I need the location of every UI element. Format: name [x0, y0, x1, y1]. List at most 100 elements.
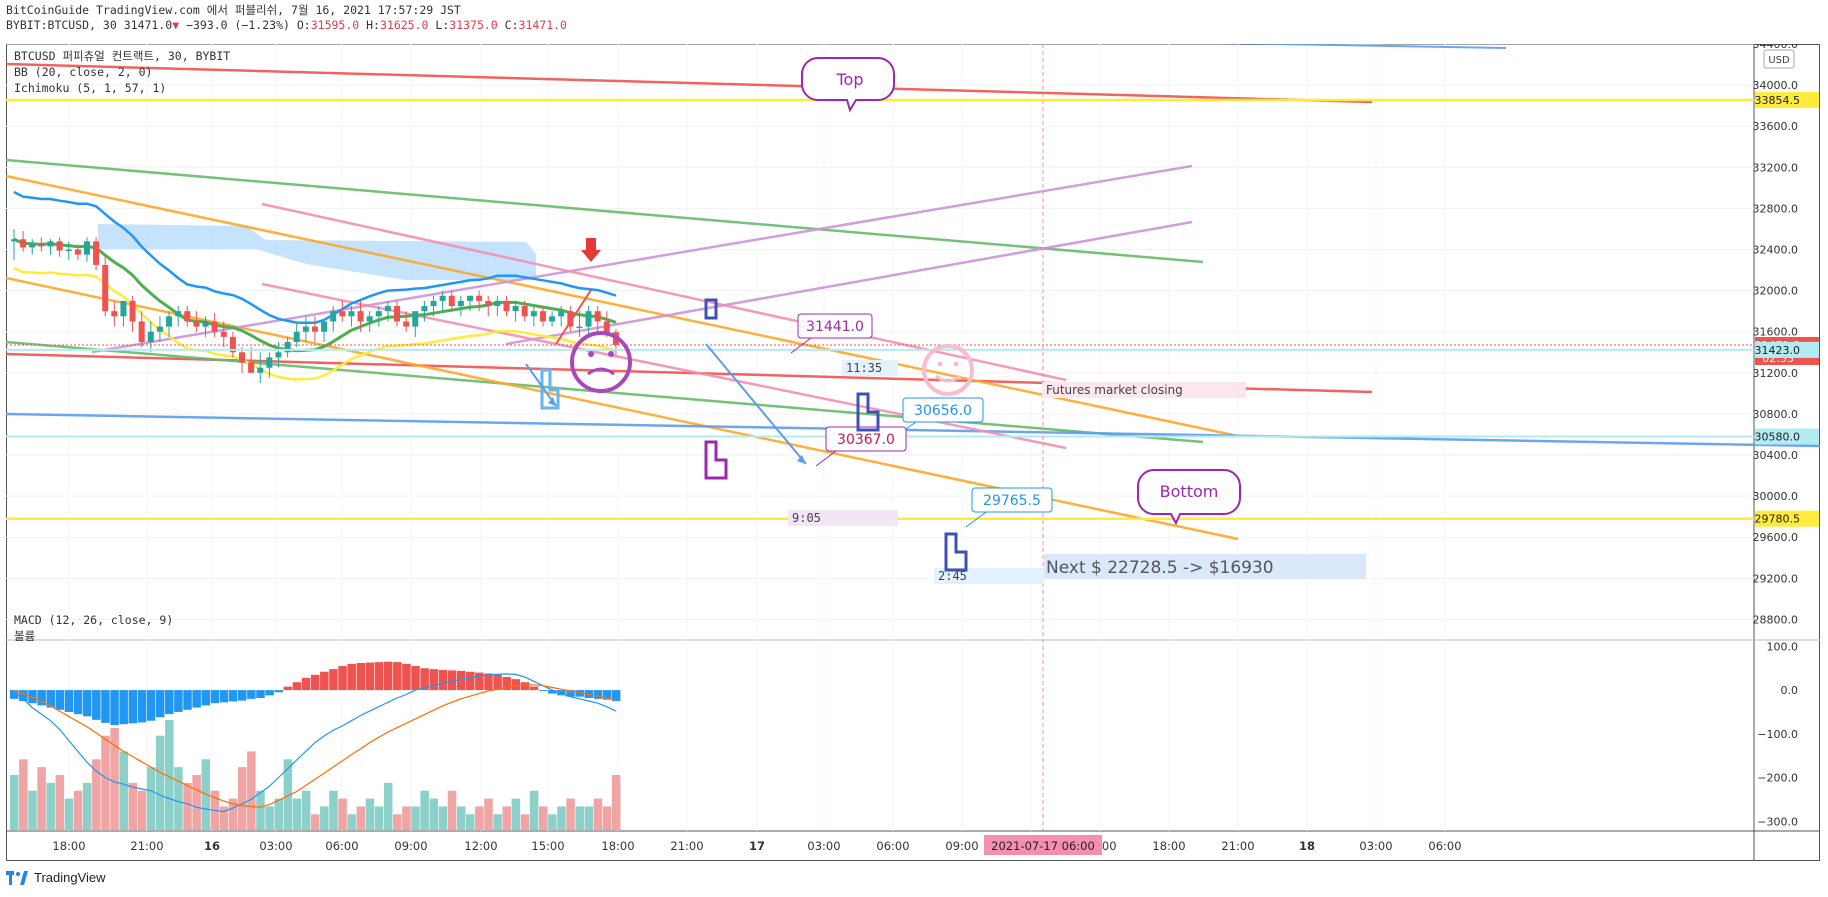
candle-body [558, 311, 565, 317]
time-tick-label: 17 [749, 839, 765, 853]
bottom-callout-bubble[interactable] [1137, 469, 1241, 526]
candle-body [93, 241, 100, 265]
smiley-purple-icon [570, 331, 632, 393]
candle-body [102, 264, 109, 312]
macd-hist-bar [10, 690, 19, 699]
macd-hist-bar [575, 690, 584, 697]
volume-bar [493, 814, 502, 830]
volume-bar [265, 806, 274, 830]
volume-bar [548, 814, 557, 830]
close-value: 31471.0 [518, 18, 567, 32]
time-tick-label: 15:00 [531, 839, 564, 853]
macd-hist-bar [183, 690, 192, 710]
candle-body [193, 321, 200, 327]
candle-body [38, 244, 45, 247]
footer-brand[interactable]: TradingView [6, 870, 106, 885]
hand-pointer-icon [540, 298, 968, 572]
candle-body [467, 295, 473, 301]
candle-body [11, 239, 17, 242]
trendline [6, 412, 1820, 448]
macd-line [13, 673, 617, 813]
legend-volume: 볼륨 [14, 629, 35, 643]
volume-bar [374, 806, 384, 830]
candle-body [521, 306, 528, 317]
time-axis[interactable]: 18:00 21:00 16 03:00 06:00 09:00 12:00 15:00 18:… [52, 839, 1461, 853]
currency-badge[interactable] [1763, 49, 1795, 69]
macd-hist-bar [73, 690, 83, 715]
price-tick-label: 34000.0 [1753, 79, 1799, 92]
volume-bar [174, 767, 183, 830]
candle-body [239, 352, 245, 363]
volume-bar [301, 790, 311, 830]
candle-body [321, 321, 328, 332]
candle-body [549, 316, 556, 322]
price-tick-label: 31600.0 [1753, 326, 1799, 339]
macd-tick-label: −100.0 [1757, 728, 1798, 741]
volume-bar [602, 806, 612, 830]
candle-body [302, 326, 309, 332]
macd-hist-bar [128, 690, 138, 724]
open-value: 31595.0 [310, 18, 360, 32]
time-tick-label: 06:00 [1428, 839, 1461, 853]
callout-29765-pointer [965, 511, 987, 528]
candle-body [284, 342, 291, 353]
time-tick-label: 06:00 [325, 839, 358, 853]
macd-hist-bar [37, 690, 46, 706]
callout-29765: 29765.5 [983, 493, 1041, 509]
candle-body [384, 306, 391, 312]
candlesticks [11, 228, 619, 384]
macd-hist-bar [219, 690, 229, 703]
price-axis[interactable]: 28800.0 29200.0 29600.0 30000.0 30400.0 30800… [1753, 44, 1799, 626]
time-tick-label: 09:00 [945, 839, 978, 853]
volume-bar [557, 806, 566, 830]
macd-hist-bar [393, 662, 402, 691]
candle-body [567, 311, 574, 327]
volume-bar [329, 790, 338, 830]
candle-body [129, 300, 136, 322]
macd-hist-bar [247, 690, 256, 699]
macd-hist-bar [402, 663, 411, 691]
macd-hist-bar [511, 679, 521, 691]
price-tick-label: 30400.0 [1753, 449, 1799, 462]
volume-bar [520, 814, 530, 830]
time-tick-label: 21:00 [670, 839, 703, 853]
volume-bar [256, 790, 265, 830]
price-tick-label: 31200.0 [1753, 367, 1799, 380]
low-value: 31375.0 [449, 18, 498, 32]
futures-closing-label: Futures market closing [1046, 383, 1183, 397]
candle-body [175, 311, 182, 317]
macd-hist-bar [374, 662, 384, 691]
annotations[interactable]: Top Bottom Futures market closing Next $… [525, 57, 1366, 584]
price-tick-label: 33200.0 [1753, 161, 1799, 174]
candle-body [65, 249, 72, 252]
macd-hist-bar [256, 690, 265, 698]
candle-body [403, 321, 410, 327]
chart-area[interactable]: Top Bottom Futures market closing Next $… [6, 44, 1820, 861]
macd-hist-bar [529, 686, 539, 691]
time-tick-label: 18 [1299, 839, 1315, 853]
macd-hist-bar [557, 690, 566, 696]
price-label-box [1755, 428, 1819, 445]
macd-hist-bar [292, 682, 302, 691]
volume-bar [192, 775, 201, 830]
macd-tick-label: 100.0 [1767, 640, 1799, 653]
candle-body [220, 331, 227, 337]
candle-body [412, 311, 419, 327]
macd-hist-bar [593, 690, 603, 699]
volume-bar [365, 798, 375, 830]
time-label-1135: 11:35 [846, 361, 882, 375]
macd-hist-bar [274, 690, 283, 693]
volume-bar [529, 790, 539, 830]
callout-30656-box [902, 397, 984, 423]
macd-tick-label: −200.0 [1757, 772, 1798, 785]
top-callout-bubble[interactable] [801, 57, 895, 113]
candle-body [293, 331, 300, 342]
crosshair-time-label: 2021-07-17 06:00 [991, 839, 1095, 853]
volume-bar [165, 720, 174, 830]
time-label-905: 9:05 [792, 511, 821, 525]
candle-body [156, 326, 163, 332]
volume-bar [10, 775, 19, 830]
candle-body [439, 295, 446, 301]
chart-border [6, 44, 1820, 861]
candle-body [339, 311, 346, 317]
